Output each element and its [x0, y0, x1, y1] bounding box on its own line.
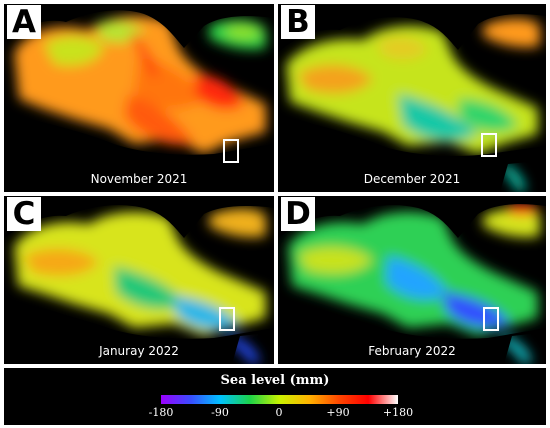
legend-tick: 0 [275, 406, 283, 419]
panel-caption-d: February 2022 [368, 344, 456, 358]
panel-caption-b: December 2021 [363, 172, 461, 186]
sea-level-map-c [4, 196, 274, 364]
panel-caption-c: Januray 2022 [99, 344, 179, 358]
legend-tick: +90 [326, 406, 350, 419]
legend-tick: -90 [211, 406, 229, 419]
legend-title: Sea level (mm) [220, 373, 330, 388]
panel-label-d: D [281, 197, 315, 231]
legend-tick: +180 [382, 406, 414, 419]
map-panel-a: A November 2021 [4, 4, 274, 192]
map-panel-c: C Januray 2022 [4, 196, 274, 364]
panel-caption-a: November 2021 [90, 172, 188, 186]
panel-label-c: C [7, 197, 41, 231]
panel-label-a: A [7, 5, 41, 39]
colorbar-gradient [161, 395, 398, 404]
legend-tick: -180 [148, 406, 174, 419]
sea-level-map-d [278, 196, 546, 364]
map-panel-b: B December 2021 [278, 4, 546, 192]
sea-level-map-a [4, 4, 274, 192]
map-panel-d: D February 2022 [278, 196, 546, 364]
panel-label-b: B [281, 5, 315, 39]
sea-level-map-b [278, 4, 546, 192]
colorbar-legend: Sea level (mm) -180 -90 0 +90 +180 [4, 368, 546, 425]
